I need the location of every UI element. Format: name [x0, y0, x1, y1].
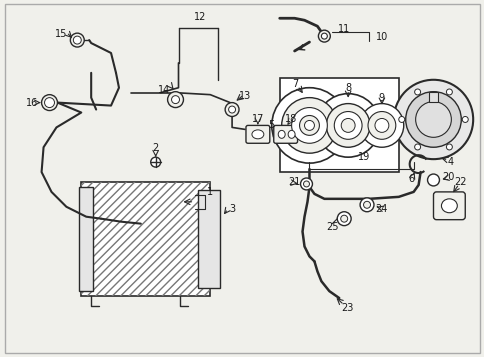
Circle shape — [461, 116, 467, 122]
Text: 6: 6 — [408, 174, 414, 184]
Circle shape — [45, 97, 54, 107]
Circle shape — [291, 107, 327, 143]
Text: 24: 24 — [375, 204, 387, 214]
Ellipse shape — [278, 130, 285, 138]
Circle shape — [228, 106, 235, 113]
Circle shape — [363, 201, 370, 208]
Circle shape — [374, 119, 388, 132]
Text: 4: 4 — [446, 157, 453, 167]
Circle shape — [393, 80, 472, 159]
Text: 23: 23 — [340, 303, 353, 313]
Circle shape — [321, 33, 327, 39]
Circle shape — [414, 89, 420, 95]
Bar — [279, 78, 398, 172]
Circle shape — [333, 111, 362, 139]
Circle shape — [304, 120, 314, 130]
Bar — [428, 92, 438, 102]
Text: 5: 5 — [268, 120, 274, 130]
Circle shape — [341, 119, 354, 132]
FancyBboxPatch shape — [245, 125, 269, 143]
Bar — [79, 187, 93, 291]
Text: 10: 10 — [375, 32, 387, 42]
Text: 16: 16 — [26, 97, 38, 107]
Circle shape — [42, 95, 57, 111]
Ellipse shape — [287, 130, 294, 138]
Circle shape — [167, 92, 183, 107]
Circle shape — [359, 198, 373, 212]
Text: 9: 9 — [378, 92, 384, 102]
Circle shape — [398, 116, 404, 122]
Text: 20: 20 — [441, 172, 454, 182]
Circle shape — [73, 36, 81, 44]
Circle shape — [414, 144, 420, 150]
Circle shape — [326, 104, 369, 147]
FancyBboxPatch shape — [273, 125, 297, 143]
FancyBboxPatch shape — [433, 192, 464, 220]
Bar — [198, 190, 220, 288]
Text: 8: 8 — [345, 83, 350, 93]
Circle shape — [318, 30, 330, 42]
Circle shape — [367, 111, 395, 139]
Text: 12: 12 — [194, 12, 206, 22]
Text: 1: 1 — [207, 187, 213, 197]
Bar — [81, 182, 210, 296]
Circle shape — [336, 212, 350, 226]
Ellipse shape — [251, 130, 263, 139]
Text: 7: 7 — [292, 79, 298, 89]
Circle shape — [225, 102, 239, 116]
Circle shape — [271, 88, 347, 163]
Circle shape — [415, 102, 451, 137]
Circle shape — [445, 89, 452, 95]
Text: 21: 21 — [288, 177, 300, 187]
Circle shape — [299, 116, 319, 135]
Circle shape — [303, 181, 309, 187]
Circle shape — [281, 97, 336, 153]
Circle shape — [316, 94, 379, 157]
Text: 2: 2 — [152, 143, 158, 153]
Circle shape — [405, 92, 460, 147]
Text: 3: 3 — [228, 204, 235, 214]
Text: 14: 14 — [157, 85, 169, 95]
Text: 22: 22 — [453, 177, 466, 187]
Circle shape — [359, 104, 403, 147]
Circle shape — [445, 144, 452, 150]
Text: 17: 17 — [251, 115, 263, 125]
Text: 11: 11 — [337, 24, 349, 34]
Circle shape — [151, 157, 160, 167]
Circle shape — [427, 174, 439, 186]
Circle shape — [70, 33, 84, 47]
Bar — [81, 182, 210, 296]
Text: 25: 25 — [325, 222, 338, 232]
Text: 19: 19 — [357, 152, 369, 162]
Ellipse shape — [440, 199, 456, 213]
Text: 13: 13 — [238, 91, 251, 101]
Circle shape — [300, 178, 312, 190]
Text: 15: 15 — [55, 29, 67, 39]
Circle shape — [340, 215, 347, 222]
Text: 18: 18 — [284, 115, 296, 125]
Circle shape — [171, 96, 179, 104]
